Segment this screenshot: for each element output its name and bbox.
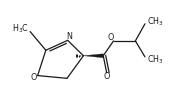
Text: O: O — [108, 33, 114, 42]
Text: CH$_3$: CH$_3$ — [147, 53, 163, 66]
Text: CH$_3$: CH$_3$ — [147, 15, 163, 28]
Text: N: N — [66, 32, 72, 41]
Text: H$_3$C: H$_3$C — [12, 22, 29, 35]
Polygon shape — [84, 54, 103, 58]
Text: O: O — [103, 72, 110, 81]
Text: O: O — [31, 73, 37, 82]
